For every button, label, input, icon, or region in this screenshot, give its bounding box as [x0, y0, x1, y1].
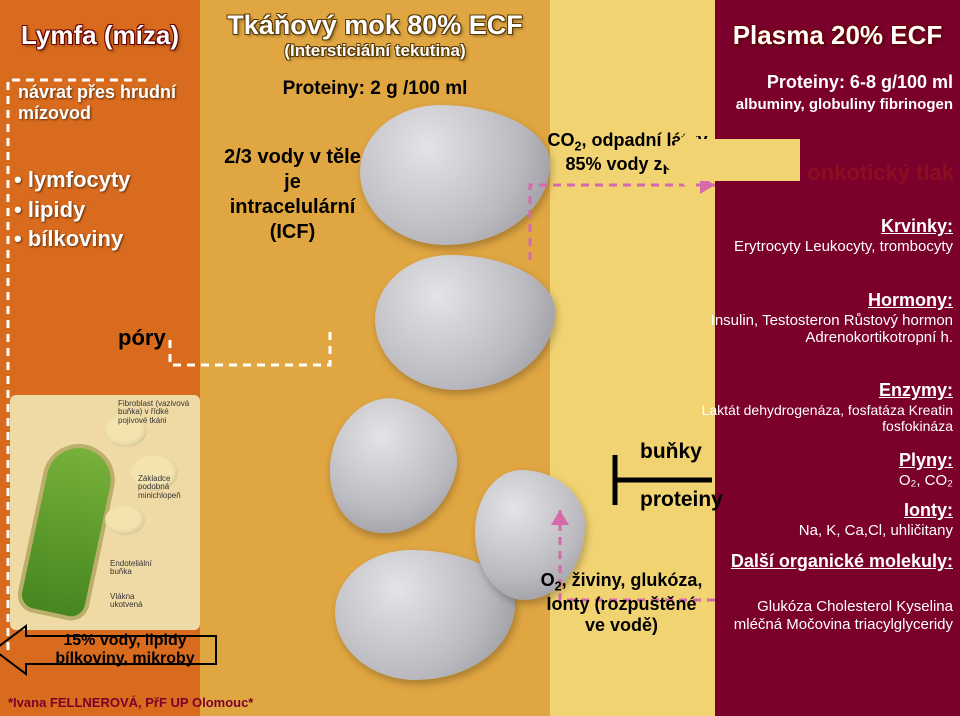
plasma-cells-h: Krvinky: — [715, 216, 953, 237]
plasma-cells: Erytrocyty Leukocyty, trombocyty — [715, 238, 953, 255]
plasma-oncotic: onkotický tlak — [718, 160, 954, 186]
plasma-horm: Insulin, Testosteron Růstový hormon Adre… — [640, 312, 953, 347]
plasma-org-h: Další organické molekuly: — [715, 552, 953, 572]
credit-line: *Ivana FELLNEROVÁ, PřF UP Olomouc* — [8, 695, 253, 710]
plasma-org: Glukóza Cholesterol Kyselina mléčná Močo… — [715, 598, 953, 634]
plasma-ion: Na, K, Ca,Cl, uhličitany — [715, 522, 953, 539]
plasma-proteins: Proteiny: 6-8 g/100 ml — [715, 72, 953, 93]
plasma-albumins: albuminy, globuliny fibrinogen — [715, 96, 953, 113]
flux-in-label: O2, živiny, glukóza, Ionty (rozpuštěné v… — [534, 570, 709, 635]
plasma-gas: O₂, CO₂ — [715, 472, 953, 489]
plasma-enz: Laktát dehydrogenáza, fosfatáza Kreatin … — [700, 402, 953, 434]
plasma-horm-h: Hormony: — [640, 290, 953, 311]
plasma-enz-h: Enzymy: — [700, 380, 953, 401]
plasma-gas-h: Plyny: — [715, 450, 953, 471]
barrier-proteins: proteiny — [640, 488, 723, 512]
plasma-ion-h: Ionty: — [715, 500, 953, 521]
barrier-cells: buňky — [640, 440, 702, 464]
